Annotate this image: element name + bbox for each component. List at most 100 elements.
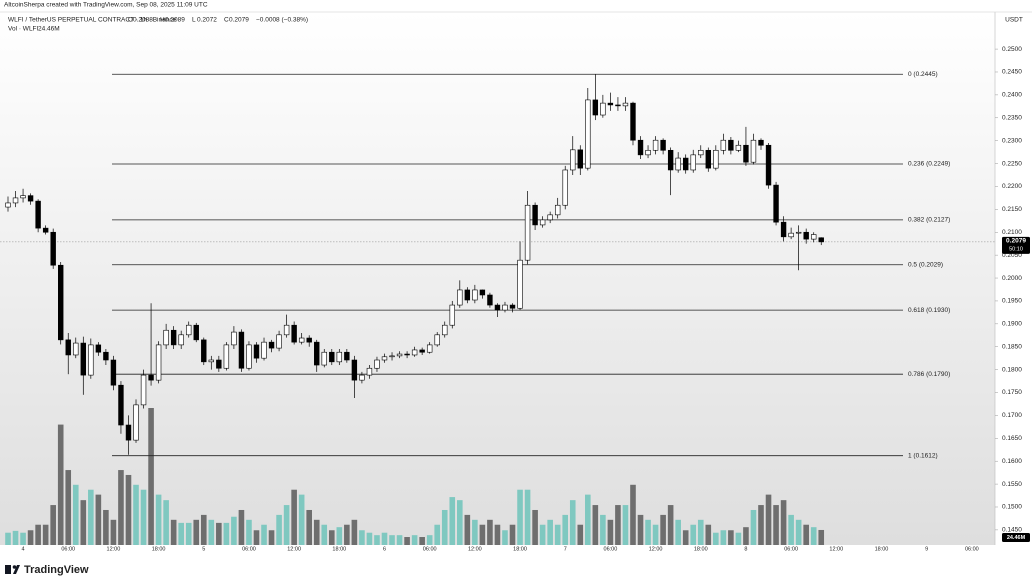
volume-bar bbox=[35, 524, 41, 545]
volume-bar bbox=[27, 530, 34, 545]
candle-body bbox=[615, 104, 621, 107]
candle-body bbox=[73, 342, 79, 356]
candle-body bbox=[622, 102, 629, 107]
ohlc-item: C bbox=[224, 17, 229, 24]
candle-body bbox=[652, 139, 659, 151]
volume-legend-value: 24.46M bbox=[38, 26, 60, 33]
volume-bar bbox=[208, 519, 215, 545]
volume-bar bbox=[80, 500, 87, 545]
candle-body bbox=[675, 157, 681, 171]
volume-bar bbox=[170, 519, 177, 545]
x-tick-label: 06:00 bbox=[423, 546, 437, 552]
ohlc-item: 0.2079 bbox=[229, 17, 249, 24]
volume-bar bbox=[148, 408, 154, 545]
candle-body bbox=[366, 367, 373, 376]
candle-body bbox=[607, 102, 614, 106]
volume-bar bbox=[88, 489, 94, 545]
volume-bar bbox=[788, 514, 794, 545]
x-tick-label: 6 bbox=[383, 546, 386, 552]
logo-mark bbox=[5, 565, 11, 574]
volume-bar bbox=[728, 530, 734, 545]
candle-body bbox=[411, 349, 418, 356]
candle-body bbox=[818, 237, 824, 243]
volume-bar bbox=[411, 535, 418, 545]
candle-body bbox=[381, 356, 388, 361]
candle-body bbox=[298, 337, 305, 343]
candle-body bbox=[570, 149, 576, 171]
x-tick-label: 18:00 bbox=[513, 546, 527, 552]
volume-bar bbox=[125, 474, 132, 545]
candle-body bbox=[472, 289, 478, 301]
candle-body bbox=[223, 344, 230, 369]
x-tick-label: 06:00 bbox=[604, 546, 618, 552]
volume-bar bbox=[660, 514, 666, 545]
candle-body bbox=[479, 289, 486, 296]
candle-body bbox=[20, 195, 26, 199]
candle-body bbox=[457, 289, 463, 306]
ohlc-item: H bbox=[160, 17, 165, 24]
volume-bar bbox=[479, 524, 486, 545]
y-tick-label: 0.1750 bbox=[1002, 389, 1022, 396]
x-tick-label: 06:00 bbox=[965, 546, 979, 552]
volume-bar bbox=[118, 470, 124, 545]
candle-body bbox=[419, 349, 425, 353]
candle-body bbox=[811, 234, 817, 240]
y-tick-label: 0.2400 bbox=[1002, 92, 1022, 99]
y-tick-label: 0.1650 bbox=[1002, 435, 1022, 442]
candle-body bbox=[178, 334, 184, 346]
volume-bar bbox=[268, 530, 275, 545]
candle-body bbox=[600, 102, 606, 116]
candle-body bbox=[577, 149, 583, 169]
candle-body bbox=[140, 374, 147, 406]
candle-body bbox=[88, 344, 94, 376]
volume-bar bbox=[381, 532, 388, 545]
last-price-label: 0.2079 bbox=[1006, 238, 1026, 245]
volume-bar bbox=[697, 519, 704, 545]
candle-body bbox=[80, 342, 87, 376]
y-tick-label: 0.2250 bbox=[1002, 160, 1022, 167]
volume-bar bbox=[103, 509, 109, 545]
ohlc-item: −0.0008 (−0.38%) bbox=[256, 17, 308, 24]
fib-label: 0.5 (0.2029) bbox=[908, 261, 943, 268]
attribution: AltcoinSherpa created with TradingView.c… bbox=[4, 2, 208, 9]
candle-body bbox=[186, 324, 192, 336]
x-tick-label: 06:00 bbox=[784, 546, 798, 552]
candle-body bbox=[163, 329, 169, 346]
candle-body bbox=[803, 231, 809, 240]
volume-bar bbox=[283, 505, 290, 545]
volume-bar bbox=[140, 489, 147, 545]
candle-body bbox=[547, 214, 553, 221]
candle-body bbox=[434, 334, 440, 346]
ohlc-item: 0.2089 bbox=[165, 17, 185, 24]
x-tick-label: 12:00 bbox=[649, 546, 663, 552]
candle-body bbox=[261, 341, 267, 359]
volume-bar bbox=[155, 494, 162, 545]
volume-bar bbox=[795, 519, 802, 545]
volume-bar bbox=[200, 514, 207, 545]
y-tick-label: 0.1800 bbox=[1002, 366, 1022, 373]
candle-body bbox=[5, 202, 11, 208]
candle-body bbox=[690, 154, 696, 171]
candle-body bbox=[524, 204, 531, 261]
candle-body bbox=[12, 197, 19, 204]
fib-label: 0.382 (0.2127) bbox=[908, 217, 950, 224]
volume-bar bbox=[765, 494, 772, 545]
candle-body bbox=[442, 324, 448, 336]
volume-bar bbox=[359, 530, 365, 545]
x-tick-label: 18:00 bbox=[332, 546, 346, 552]
volume-bar bbox=[246, 519, 252, 545]
volume-bar bbox=[554, 524, 561, 545]
volume-bar bbox=[509, 524, 516, 545]
x-tick-label: 06:00 bbox=[242, 546, 256, 552]
volume-bar bbox=[404, 537, 410, 545]
volume-bar bbox=[592, 505, 599, 545]
volume-bar bbox=[163, 500, 169, 545]
candle-body bbox=[42, 227, 49, 233]
volume-bar bbox=[95, 494, 102, 545]
y-tick-label: 0.2100 bbox=[1002, 229, 1022, 236]
candle-body bbox=[735, 144, 742, 151]
y-tick-label: 0.2150 bbox=[1002, 206, 1022, 213]
volume-bar bbox=[630, 484, 636, 545]
candle-body bbox=[645, 149, 651, 156]
